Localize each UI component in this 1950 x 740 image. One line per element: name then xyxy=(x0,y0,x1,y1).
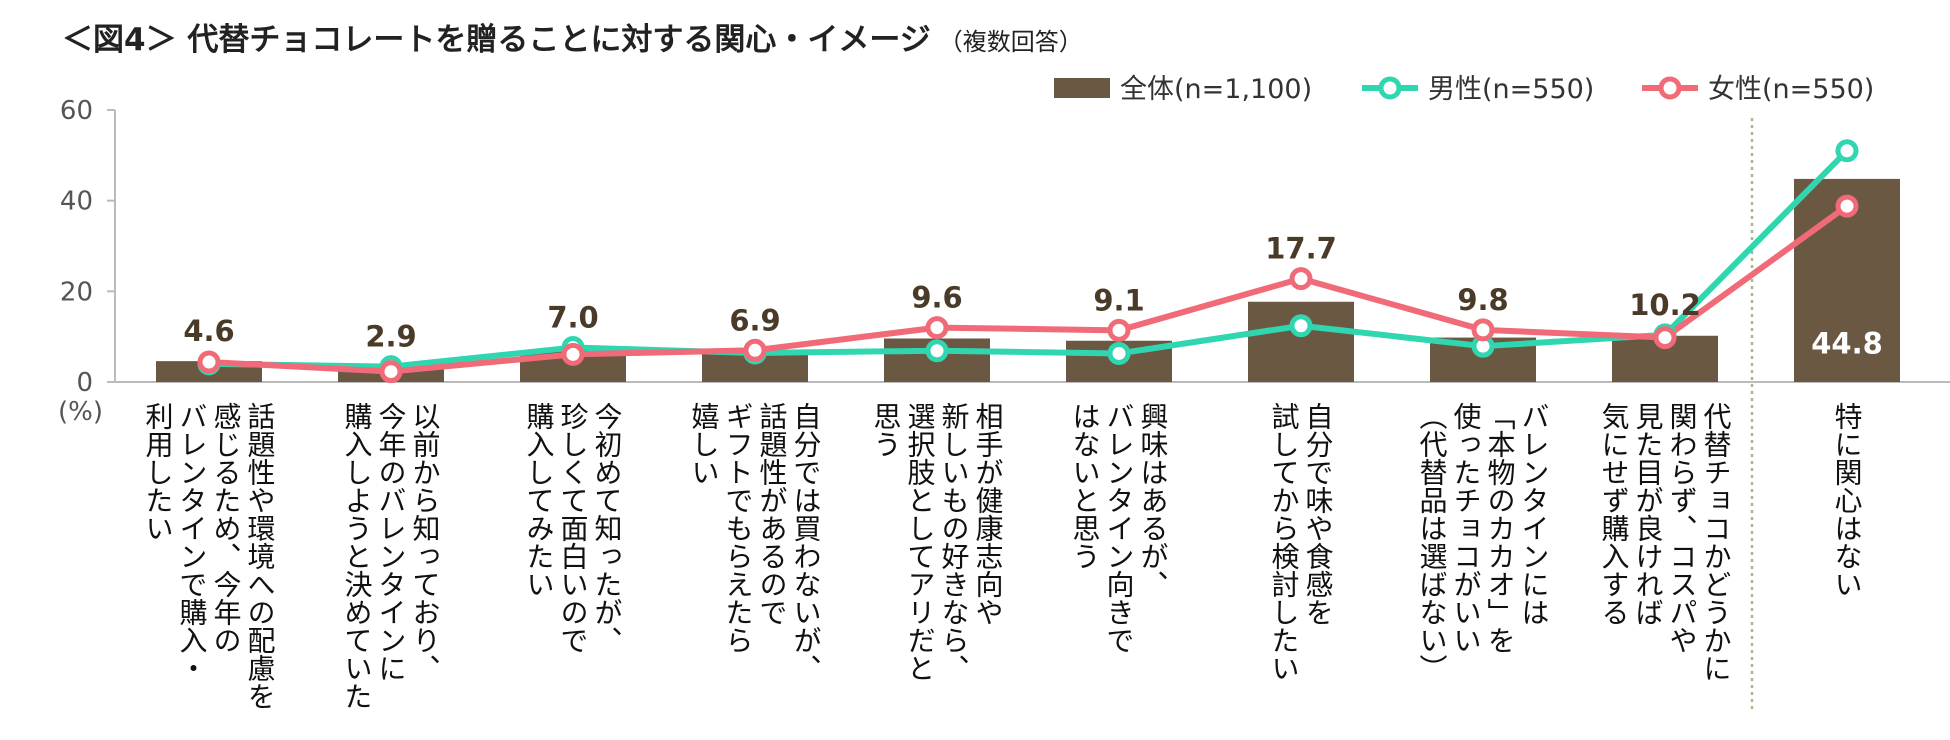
category-label-line: 話題性があるので xyxy=(756,402,789,626)
legend-label: 全体(n=1,100) xyxy=(1120,74,1312,105)
female-data-point xyxy=(925,316,949,340)
legend-label: 男性(n=550) xyxy=(1428,74,1594,105)
category-label-line: 特に関心はない xyxy=(1831,402,1864,598)
category-label-line: 自分で味や食感を xyxy=(1302,402,1335,626)
female-data-point xyxy=(1289,267,1313,291)
legend-label: 女性(n=550) xyxy=(1708,74,1874,105)
bar-data-label: 9.1 xyxy=(1093,283,1144,317)
female-series-line xyxy=(208,203,1849,375)
bar-data-label: 44.8 xyxy=(1811,327,1883,361)
category-label-line: 今年のバレンタインに xyxy=(375,402,408,682)
category-label-line: 珍しくて面白いので xyxy=(557,402,590,654)
category-label-line: 話題性や環境への配慮を xyxy=(244,402,277,710)
bar-data-label: 4.6 xyxy=(183,314,234,348)
y-tick-label: 60 xyxy=(60,96,93,126)
male-data-point xyxy=(925,339,949,363)
female-data-point xyxy=(379,360,403,384)
category-label-line: 思う xyxy=(870,402,903,458)
legend-swatch-marker xyxy=(1658,76,1682,100)
category-label-line: 使ったチョコがいい xyxy=(1450,402,1483,654)
category-label-line: 以前から知っており、 xyxy=(409,402,442,682)
category-label-line: 今初めて知ったが、 xyxy=(591,402,624,654)
male-data-point xyxy=(1835,139,1859,163)
y-tick-label: 20 xyxy=(60,277,93,307)
bar-data-label: 9.6 xyxy=(911,281,962,315)
category-label-line: 感じるため、今年の xyxy=(210,402,243,654)
category-label-line: ギフトでもらえたら xyxy=(722,402,755,654)
bar-data-label: 17.7 xyxy=(1265,232,1337,266)
category-label-line: 試してから検討したい xyxy=(1268,402,1301,682)
female-data-point xyxy=(1835,194,1859,218)
legend-swatch-bar xyxy=(1054,78,1110,98)
female-data-point xyxy=(1653,326,1677,350)
chart-title: ＜図4＞ 代替チョコレートを贈ることに対する関心・イメージ （複数回答） xyxy=(62,14,1083,59)
y-tick-label: 40 xyxy=(60,187,93,217)
female-data-point xyxy=(561,342,585,366)
female-data-point xyxy=(1107,318,1131,342)
chart-title-text: ＜図4＞ 代替チョコレートを贈ることに対する関心・イメージ xyxy=(62,22,931,58)
bar xyxy=(1248,301,1354,382)
chart-subtitle: （複数回答） xyxy=(938,28,1083,56)
bar-data-label: 7.0 xyxy=(547,301,598,335)
male-data-point xyxy=(1289,314,1313,338)
category-label-line: 相手が健康志向や xyxy=(972,402,1005,626)
category-label-line: 購入してみたい xyxy=(523,402,556,598)
category-label-line: （代替品は選ばない） xyxy=(1416,402,1449,682)
category-label-line: バレンタインで購入・ xyxy=(176,402,209,682)
male-series-line xyxy=(208,148,1850,370)
category-label-line: 見た目が良ければ xyxy=(1632,402,1665,626)
category-label-line: 嬉しい xyxy=(688,402,721,486)
category-label-line: 購入しようと決めていた xyxy=(341,402,374,710)
category-label-line: 興味はあるが、 xyxy=(1137,402,1170,598)
category-label-line: 自分では買わないが、 xyxy=(790,402,823,682)
female-data-point xyxy=(743,338,767,362)
male-data-point xyxy=(1107,341,1131,365)
category-label-line: はないと思う xyxy=(1069,402,1102,570)
category-label-line: 選択肢としてアリだと xyxy=(904,402,937,682)
bar-data-label: 6.9 xyxy=(729,303,780,337)
category-label-line: 代替チョコかどうかに xyxy=(1700,402,1733,682)
category-label-line: 新しいもの好きなら、 xyxy=(938,402,971,682)
female-data-point xyxy=(197,350,221,374)
y-axis-unit-label: (%) xyxy=(58,397,103,427)
category-label-line: バレンタインには xyxy=(1518,402,1551,626)
category-label-line: 気にせず購入する xyxy=(1598,402,1631,626)
category-label-line: 利用したい xyxy=(142,402,175,542)
category-label-line: バレンタイン向きで xyxy=(1103,402,1136,654)
category-label-line: 「本物のカカオ」を xyxy=(1484,402,1517,654)
category-label-line: 関わらず、コスパや xyxy=(1666,402,1699,654)
bar-data-label: 10.2 xyxy=(1629,288,1701,322)
y-tick-label: 0 xyxy=(76,368,93,398)
bar-data-label: 9.8 xyxy=(1457,283,1508,317)
female-data-point xyxy=(1471,318,1495,342)
legend-swatch-marker xyxy=(1378,76,1402,100)
bar-data-label: 2.9 xyxy=(365,320,416,354)
